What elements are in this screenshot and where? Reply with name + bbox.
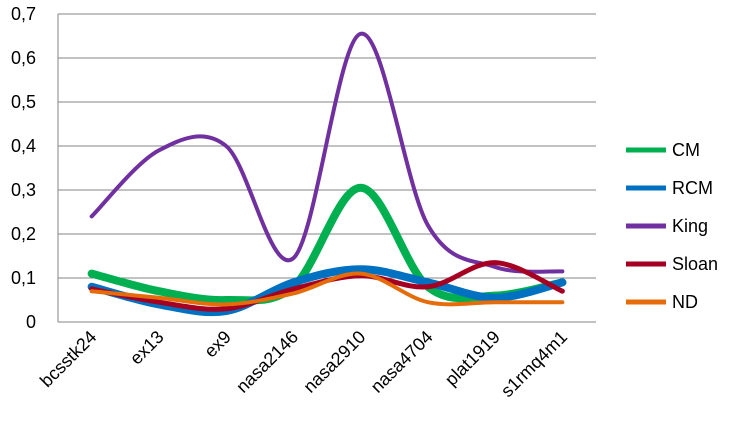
legend-item-cm: CM [626, 140, 700, 160]
y-tick-label: 0,4 [11, 136, 36, 156]
legend-label: RCM [672, 178, 713, 198]
legend-label: ND [672, 292, 698, 312]
series-line-nd [89, 271, 565, 307]
x-tick-label: nasa4704 [367, 327, 437, 397]
x-tick-label: plat1919 [441, 327, 504, 390]
y-tick-label: 0,7 [11, 4, 36, 24]
legend-item-king: King [626, 216, 708, 236]
y-tick-label: 0,5 [11, 92, 36, 112]
legend: CM RCM King Sloan ND [626, 140, 718, 312]
series-layer [87, 31, 567, 317]
legend-item-sloan: Sloan [626, 254, 718, 274]
y-tick-label: 0,1 [11, 268, 36, 288]
legend-item-rcm: RCM [626, 178, 713, 198]
legend-label: King [672, 216, 708, 236]
y-tick-label: 0,3 [11, 180, 36, 200]
y-tick-label: 0,6 [11, 48, 36, 68]
legend-item-nd: ND [626, 292, 698, 312]
x-tick-label: ex9 [200, 327, 235, 362]
legend-label: Sloan [672, 254, 718, 274]
x-tick-label: s1rmq4m1 [497, 327, 571, 401]
x-tick-label: nasa2146 [232, 327, 302, 397]
series-line-cm [87, 183, 567, 305]
x-tick-label: nasa2910 [299, 327, 369, 397]
y-tick-label: 0,2 [11, 224, 36, 244]
y-tick-label: 0 [26, 312, 36, 332]
x-tick-label: ex13 [126, 327, 168, 369]
legend-label: CM [672, 140, 700, 160]
x-tick-label: bcsstk24 [36, 327, 100, 391]
grid-layer [58, 13, 596, 279]
series-line-king [89, 31, 565, 274]
